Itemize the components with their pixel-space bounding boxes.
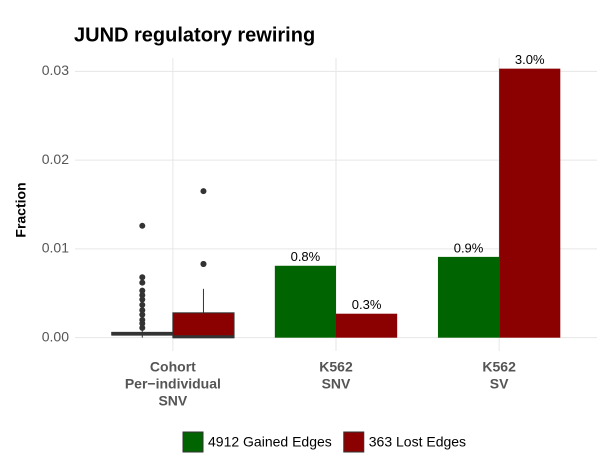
box-outlier — [139, 311, 146, 318]
data-label: 0.3% — [352, 297, 382, 312]
box — [172, 312, 235, 339]
y-axis-label: Fraction — [13, 182, 29, 237]
box-outlier — [139, 274, 146, 281]
x-tick-label: SNV — [322, 376, 351, 392]
bar — [274, 265, 336, 338]
y-tick-label: 0.03 — [42, 62, 69, 78]
box-outlier — [139, 320, 146, 327]
box-outlier — [139, 292, 146, 299]
y-tick-label: 0.00 — [42, 328, 69, 344]
box-outlier — [139, 301, 146, 308]
x-tick-label: SV — [490, 376, 509, 392]
box-outlier — [139, 324, 146, 331]
bar — [437, 256, 500, 338]
box-outlier — [139, 279, 146, 286]
x-tick-label: K562 — [482, 359, 516, 375]
x-tick-label: Per−individual — [125, 376, 221, 392]
box-outlier — [139, 307, 146, 314]
box-outlier — [200, 188, 207, 195]
box-outlier — [200, 260, 207, 267]
y-tick-label: 0.01 — [42, 240, 69, 256]
legend-swatch — [343, 431, 365, 453]
bar — [499, 68, 561, 338]
y-tick-label: 0.02 — [42, 151, 69, 167]
legend-label: 4912 Gained Edges — [208, 434, 332, 450]
box-outlier — [139, 287, 146, 294]
x-tick-label: K562 — [319, 359, 353, 375]
bar — [336, 313, 398, 338]
x-tick-label: SNV — [158, 393, 187, 409]
chart-title: JUND regulatory rewiring — [74, 24, 315, 46]
box-outlier — [139, 222, 146, 229]
x-tick-label: Cohort — [150, 359, 196, 375]
legend-label: 363 Lost Edges — [369, 434, 466, 450]
data-label: 0.9% — [454, 240, 484, 255]
box-outlier — [139, 296, 146, 303]
data-label: 0.8% — [291, 249, 321, 264]
legend-swatch — [182, 431, 204, 453]
data-label: 3.0% — [515, 52, 545, 67]
